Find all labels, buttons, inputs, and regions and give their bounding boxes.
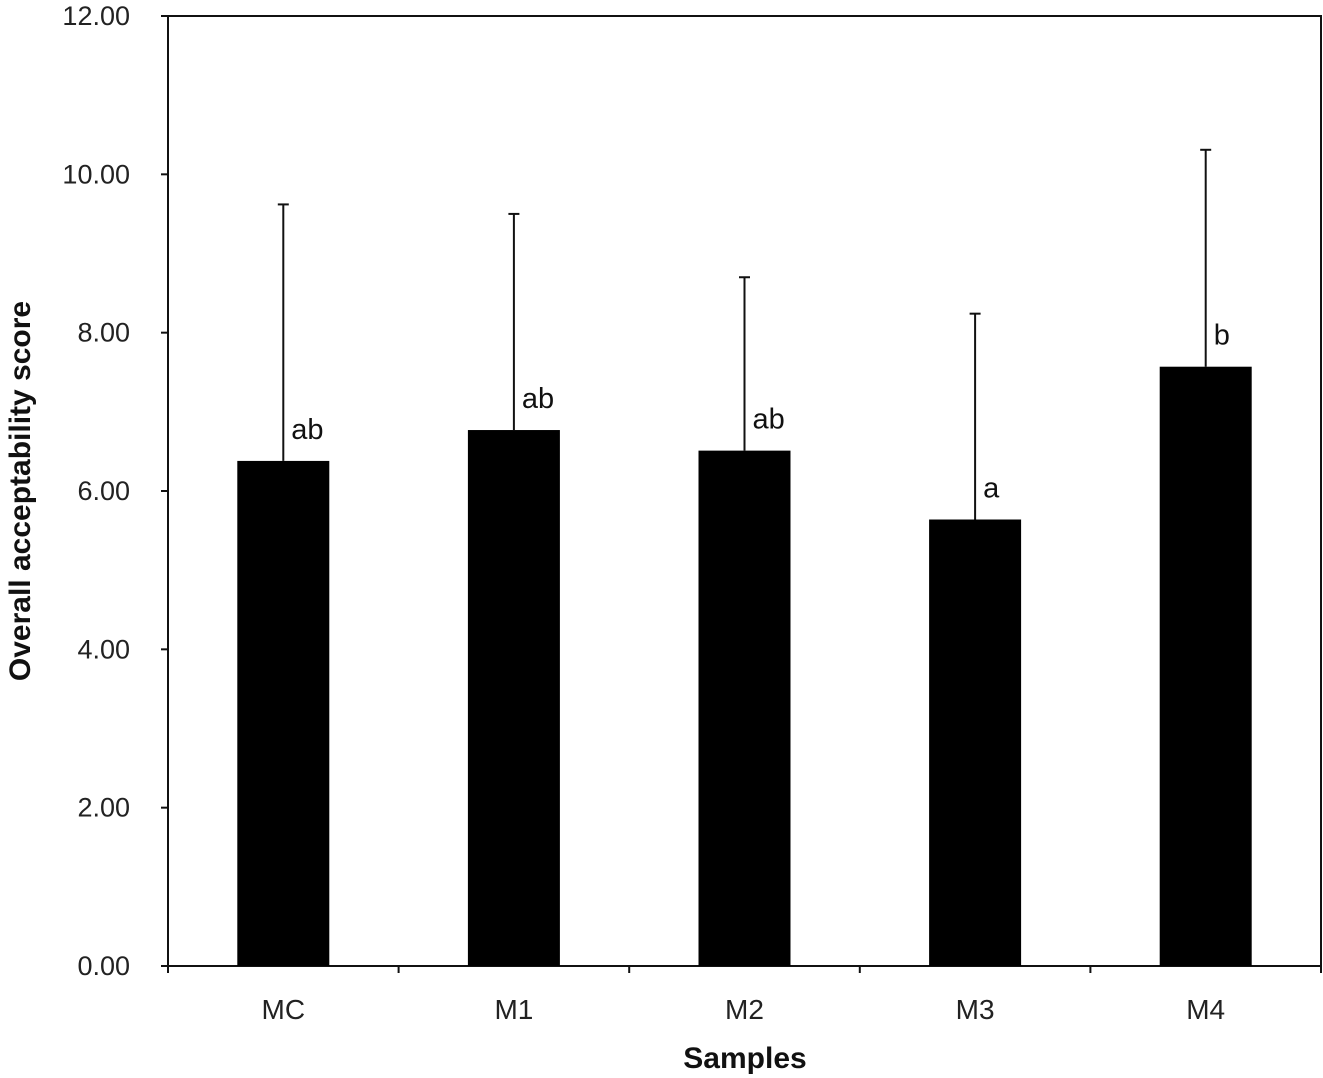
bar-m1 — [467, 430, 560, 967]
bar-mc — [237, 460, 330, 966]
x-axis-ticks: MC M1 M2 M3 M4 — [167, 966, 1322, 1025]
significance-label-m1: ab — [522, 383, 554, 415]
bars-group — [237, 366, 1252, 967]
y-tick-label: 2.00 — [77, 793, 130, 823]
y-tick-label: 8.00 — [77, 318, 130, 348]
y-tick-label: 10.00 — [62, 159, 130, 189]
y-tick-label: 6.00 — [77, 476, 130, 506]
x-tick-label-m1: M1 — [494, 994, 533, 1025]
bar-m3 — [929, 519, 1022, 966]
error-bars-group — [277, 148, 1212, 520]
significance-label-m4: b — [1214, 320, 1230, 352]
significance-label-m2: ab — [753, 404, 785, 436]
y-tick-label: 12.00 — [62, 1, 130, 31]
y-axis-title: Overall acceptability score — [4, 301, 37, 681]
significance-label-mc: ab — [291, 414, 323, 446]
bar-m4 — [1159, 366, 1252, 966]
y-tick-label: 4.00 — [77, 634, 130, 664]
x-tick-label-mc: MC — [262, 994, 306, 1025]
bar-m2 — [698, 450, 791, 966]
x-tick-label-m2: M2 — [725, 994, 764, 1025]
x-tick-label-m4: M4 — [1186, 994, 1225, 1025]
y-axis-ticks: 0.00 2.00 4.00 6.00 8.00 10.00 12.00 — [62, 1, 168, 981]
y-tick-label: 0.00 — [77, 951, 130, 981]
x-tick-label-m3: M3 — [956, 994, 995, 1025]
significance-label-m3: a — [983, 473, 1000, 505]
x-axis-title: Samples — [683, 1042, 806, 1075]
